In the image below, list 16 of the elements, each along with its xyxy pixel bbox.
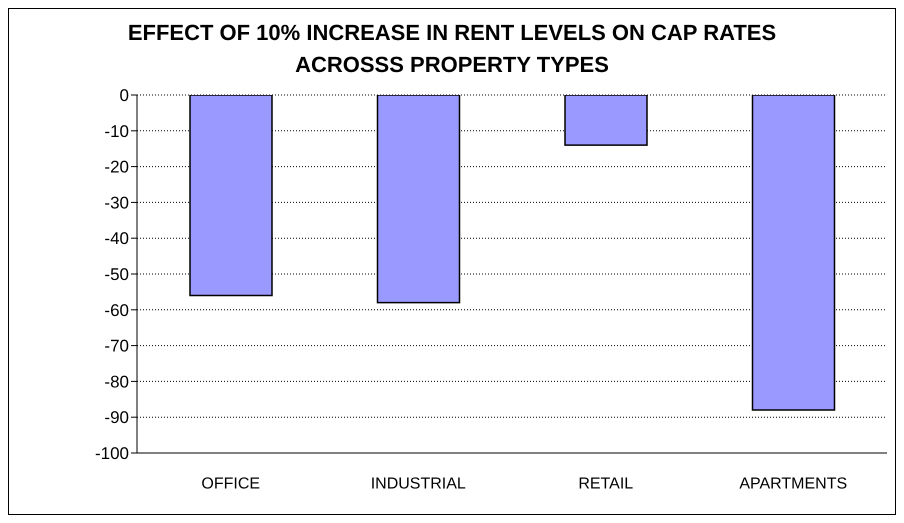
y-tick-label: -70 (104, 336, 129, 356)
x-tick-label: INDUSTRIAL (370, 475, 466, 492)
y-tick-label: -20 (104, 158, 129, 177)
y-tick-label: -100 (94, 444, 129, 464)
y-tick-label: -30 (104, 193, 129, 212)
y-tick-label: -10 (104, 122, 129, 141)
y-tick-label: -60 (104, 300, 129, 320)
chart-title: EFFECT OF 10% INCREASE IN RENT LEVELS ON CAP RATES ACROSSS PROPERTY TYPES (126, 19, 778, 79)
y-tick-label: -40 (104, 229, 129, 248)
x-tick-label: APARTMENTS (739, 475, 848, 492)
y-tick-label: 0 (120, 86, 129, 106)
y-tick-label: -50 (104, 265, 129, 284)
x-tick-label: RETAIL (578, 475, 634, 492)
y-tick-label: -80 (104, 372, 129, 392)
y-tick-label: -90 (104, 408, 129, 428)
x-tick-label: OFFICE (201, 475, 260, 492)
